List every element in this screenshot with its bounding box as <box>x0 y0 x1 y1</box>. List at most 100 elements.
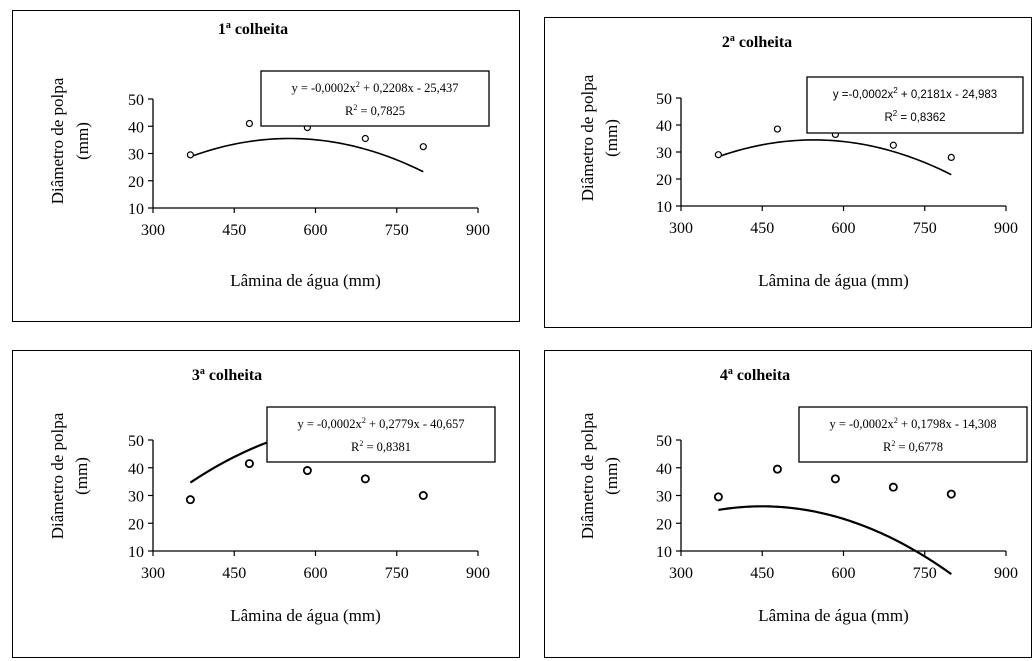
chart-4-title: 4a colheita <box>720 366 790 384</box>
chart-3-x-tick-label: 300 <box>141 565 165 582</box>
chart-3-y-tick-label: 40 <box>128 461 144 478</box>
chart-2-equation-start: y =-0,0002x <box>833 89 894 101</box>
chart-2-x-tick-label: 450 <box>750 220 774 237</box>
chart-2-y-tick-label: 20 <box>656 172 672 189</box>
chart-4-r-squared-value: = 0,6778 <box>895 440 943 454</box>
chart-2-equation-exponent: 2 <box>893 86 898 95</box>
chart-1-data-point <box>186 151 194 159</box>
chart-1-x-tick-label: 600 <box>304 222 328 239</box>
chart-4-x-tick-label: 600 <box>832 565 856 582</box>
chart-2-x-tick-label: 900 <box>994 220 1018 237</box>
chart-1-svg: 1a colheita 10 20 30 40 50 300 450 600 750 900 Lâmi… <box>48 20 490 290</box>
chart-1-data-point <box>245 119 254 128</box>
chart-panel-3: 3a colheita 10 20 30 40 50 300 450 600 750 900 Lâmi… <box>12 350 520 658</box>
chart-3-equation-box <box>266 406 496 463</box>
chart-1-y-tick-label: 50 <box>128 92 144 109</box>
chart-1-y-tick-label: 20 <box>128 174 144 191</box>
chart-3-equation-end: + 0,2779x - 40,657 <box>366 417 465 431</box>
chart-1-x-axis-label: Lâmina de água (mm) <box>230 271 381 290</box>
chart-3-data-point <box>360 474 370 484</box>
chart-2-data-point <box>714 151 722 159</box>
chart-1-r-squared-symbol: R <box>345 104 354 118</box>
chart-panel-1: 1a colheita 10 20 30 40 50 300 450 600 750 900 Lâmi… <box>12 10 520 322</box>
chart-4-r-squared-symbol: R <box>883 440 892 454</box>
chart-3-equation-exponent: 2 <box>362 416 366 425</box>
chart-1-r-squared-exponent: 2 <box>353 103 357 112</box>
chart-3-x-axis-label: Lâmina de água (mm) <box>230 606 381 625</box>
chart-1-r-squared-value: = 0,7825 <box>357 104 405 118</box>
chart-4-data-point <box>888 482 898 492</box>
chart-1-title-superscript: a <box>226 20 231 31</box>
chart-1-r-squared: R2 = 0,7825 <box>345 103 405 118</box>
chart-1-data-point <box>361 134 369 143</box>
chart-2-x-axis-label: Lâmina de água (mm) <box>758 271 909 290</box>
chart-4-data-point <box>946 489 956 499</box>
chart-3-title: 3a colheita <box>192 366 262 384</box>
chart-4-equation: y = -0,0002x2 + 0,1798x - 14,308 <box>829 416 996 431</box>
chart-1-trendline <box>190 137 424 173</box>
chart-2-x-tick-label: 300 <box>669 220 693 237</box>
chart-1-data-point <box>419 143 427 151</box>
chart-3-y-tick-label: 20 <box>128 516 144 533</box>
chart-2-r-squared-symbol: R <box>884 112 892 124</box>
chart-3-r-squared-value: = 0,8381 <box>363 440 411 454</box>
chart-3-y-tick-label: 10 <box>128 544 144 561</box>
chart-2-r-squared-value: = 0,8362 <box>897 112 945 124</box>
chart-4-y-tick-label: 40 <box>656 461 672 478</box>
chart-3-y-tick-label: 50 <box>128 433 144 450</box>
chart-4-data-point <box>830 474 840 484</box>
chart-2-equation: y =-0,0002x2 + 0,2181x - 24,983 <box>833 86 997 101</box>
chart-4-equation-end: + 0,1798x - 14,308 <box>898 417 997 431</box>
chart-4-r-squared: R2 = 0,6778 <box>883 439 943 454</box>
chart-3-data-point <box>418 490 428 500</box>
chart-4-y-axis-label-line2: (mm) <box>602 457 621 495</box>
chart-4-y-tick-label: 30 <box>656 489 672 506</box>
chart-2-x-tick-label: 750 <box>913 220 937 237</box>
chart-2-data-point <box>889 141 897 149</box>
chart-2-r-squared: R2 = 0,8362 <box>884 109 945 124</box>
chart-1-equation-end: + 0,2208x - 25,437 <box>360 81 459 95</box>
chart-4-x-tick-label: 300 <box>669 565 693 582</box>
chart-4-x-tick-label: 750 <box>913 565 937 582</box>
chart-2-y-tick-label: 30 <box>656 145 672 162</box>
chart-4-x-tick-label: 900 <box>994 565 1018 582</box>
chart-3-y-tick-label: 30 <box>128 489 144 506</box>
chart-3-data-point <box>302 466 312 476</box>
chart-2-title-number: 2 <box>722 34 730 51</box>
chart-panel-2: 2a colheita 10 20 30 40 50 300 450 600 750 900 Lâmi… <box>544 17 1032 328</box>
chart-2-title: 2a colheita <box>722 33 792 51</box>
chart-2-y-axis-label-line1: Diâmetro de polpa <box>578 74 597 201</box>
chart-1-y-tick-label: 30 <box>128 147 144 164</box>
chart-2-trendline <box>718 139 952 176</box>
chart-1-equation-start: y = -0,0002x <box>291 81 356 95</box>
chart-2-x-tick-label: 600 <box>832 220 856 237</box>
chart-1-x-tick-label: 450 <box>222 222 246 239</box>
chart-3-x-tick-label: 600 <box>304 565 328 582</box>
chart-2-y-tick-label: 50 <box>656 91 672 108</box>
chart-3-x-tick-label: 750 <box>385 565 409 582</box>
chart-2-equation-box <box>806 76 1024 134</box>
chart-2-title-text: colheita <box>735 34 792 51</box>
chart-2-data-point <box>773 125 782 133</box>
chart-1-title: 1a colheita <box>218 20 288 38</box>
chart-3-x-tick-label: 900 <box>466 565 490 582</box>
chart-1-equation-box <box>260 70 490 127</box>
chart-4-x-tick-label: 450 <box>750 565 774 582</box>
chart-3-data-point <box>244 459 254 469</box>
chart-3-data-point <box>185 495 195 505</box>
chart-4-data-point <box>713 492 723 502</box>
chart-1-y-axis-label-line2: (mm) <box>73 122 92 160</box>
chart-4-equation-box <box>798 406 1028 463</box>
chart-3-y-axis-label-line2: (mm) <box>72 457 91 495</box>
chart-4-y-tick-label: 10 <box>656 544 672 561</box>
chart-3-title-number: 3 <box>192 367 200 384</box>
chart-4-r-squared-exponent: 2 <box>891 439 895 448</box>
chart-3-r-squared-exponent: 2 <box>359 439 363 448</box>
chart-1-title-text: colheita <box>231 21 288 38</box>
chart-panel-4: 4a colheita 10 20 30 40 50 300 450 600 750 900 Lâmi… <box>544 350 1032 658</box>
chart-4-title-text: colheita <box>733 367 790 384</box>
chart-4-title-superscript: a <box>728 366 733 377</box>
chart-1-x-tick-label: 900 <box>466 222 490 239</box>
chart-2-r-squared-exponent: 2 <box>893 109 898 118</box>
